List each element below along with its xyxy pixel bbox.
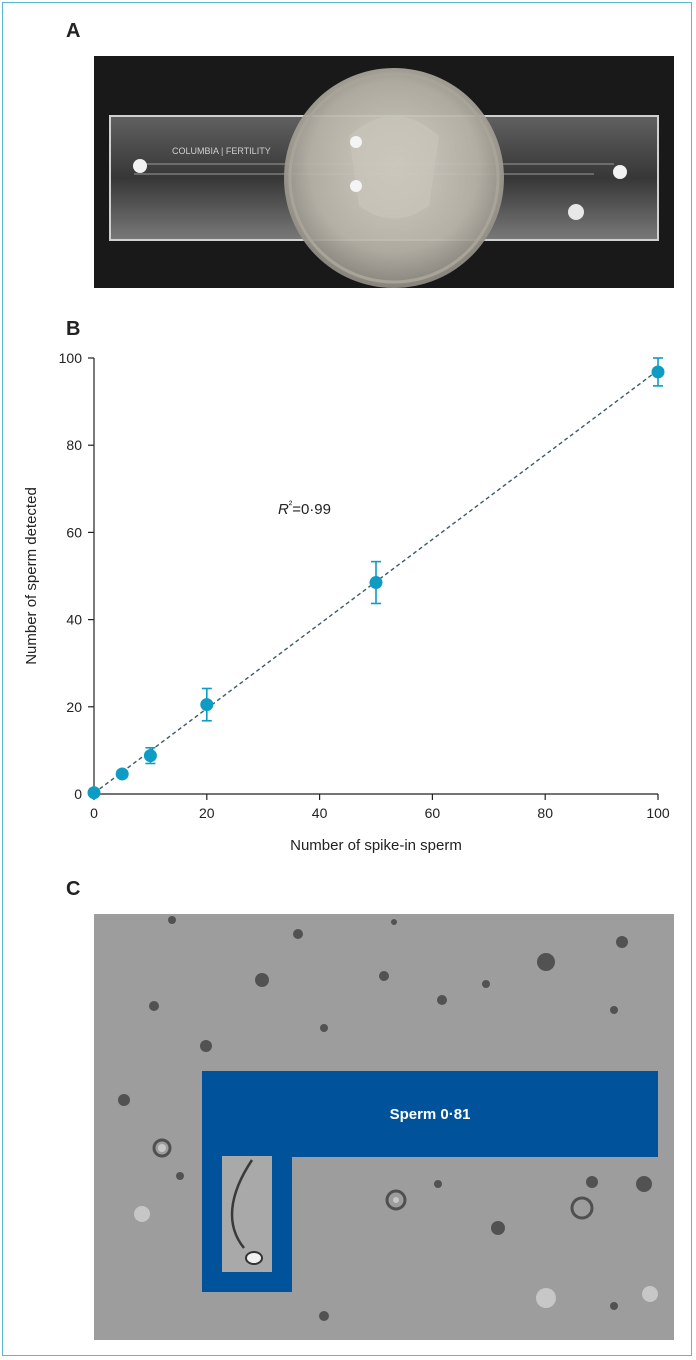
scatter-chart: 0 20 40 60 80 100 0 20 40 60 80 100 Number of spike… <box>23 350 670 854</box>
data-point <box>87 786 101 800</box>
detected-sperm-crop <box>222 1156 272 1272</box>
y-tick-label: 80 <box>66 437 82 453</box>
y-axis-label: Number of sperm detected <box>23 487 40 665</box>
x-tick-label: 80 <box>537 805 553 821</box>
panel-c-label: C <box>66 878 81 900</box>
data-points-group <box>87 357 665 800</box>
y-tick-label: 0 <box>74 786 82 802</box>
x-tick-label: 60 <box>425 805 441 821</box>
detection-label-box <box>202 1071 658 1157</box>
panel-a-label: A <box>66 20 81 42</box>
detection-confidence-label: Sperm 0·81 <box>389 1105 471 1123</box>
y-tick-label: 100 <box>59 350 83 366</box>
device-photo-drawing: COLUMBIA | FERTILITY <box>94 56 674 288</box>
x-tick-label: 0 <box>90 805 98 821</box>
data-point <box>200 698 214 712</box>
r-squared-annotation: R²=0·99 <box>278 500 331 518</box>
panel-b-label: B <box>66 318 81 340</box>
data-point <box>143 749 157 763</box>
sperm-detection-micrograph: Sperm 0·81 <box>94 914 674 1340</box>
y-tick-label: 40 <box>66 612 82 628</box>
microfluidic-device-photo: COLUMBIA | FERTILITY <box>94 56 674 288</box>
y-tick-label: 60 <box>66 524 82 540</box>
x-tick-label: 100 <box>646 805 670 821</box>
data-point <box>651 365 665 379</box>
x-tick-label: 40 <box>312 805 328 821</box>
y-tick-label: 20 <box>66 699 82 715</box>
x-axis-label: Number of spike-in sperm <box>290 837 462 854</box>
chart-axes: 0 20 40 60 80 100 0 20 40 60 80 100 <box>59 350 670 821</box>
data-point <box>369 576 383 590</box>
data-point <box>115 767 129 781</box>
device-brand-text: COLUMBIA | FERTILITY <box>172 146 271 156</box>
x-tick-label: 20 <box>199 805 215 821</box>
sperm-cell-drawing <box>222 1156 272 1272</box>
